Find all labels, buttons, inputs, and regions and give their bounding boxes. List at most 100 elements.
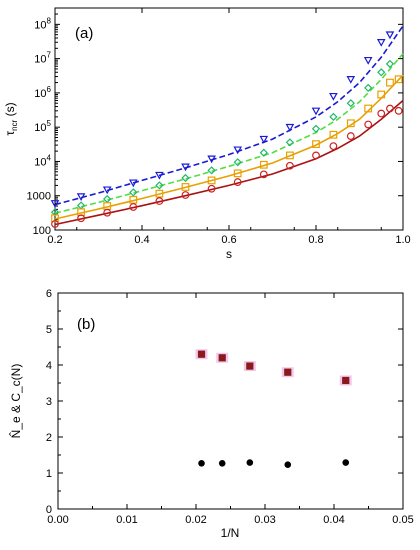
a-point-series-1 <box>181 163 190 172</box>
b-point-series-2 <box>218 459 226 467</box>
a-point-series-1 <box>363 56 373 65</box>
a-y-tick-label: 105 <box>34 119 51 134</box>
panel-a-ticks: 0.2 0.4 0.6 0.8 1.0 100 1000 104 105 106 107 108 <box>27 8 411 246</box>
a-point-series-2 <box>364 83 373 93</box>
a-x-tick-label: 0.8 <box>308 234 323 246</box>
a-point-series-4 <box>259 170 268 179</box>
a-x-tick-label: 0.4 <box>134 234 149 246</box>
b-point-series-2 <box>246 459 254 466</box>
a-point-series-4 <box>77 214 85 223</box>
panel-a-label: (a) <box>75 25 93 42</box>
a-y-tick-label: 108 <box>34 16 51 31</box>
a-point-series-1 <box>50 200 60 208</box>
a-point-series-4 <box>233 178 242 186</box>
a-fit-line-series-1 <box>54 25 404 206</box>
a-point-series-3 <box>394 75 403 84</box>
a-point-series-4 <box>394 106 403 115</box>
panel-a-y-axis-label-unit: (s) <box>3 102 17 119</box>
b-point-series-2 <box>284 461 292 469</box>
a-point-series-4 <box>312 151 320 160</box>
a-point-series-3 <box>312 140 320 149</box>
panel-a-data-points <box>50 31 403 228</box>
b-y-tick-label: 1 <box>46 468 52 480</box>
a-point-series-2 <box>129 188 138 197</box>
a-point-series-1 <box>346 76 356 84</box>
b-y-tick-label: 5 <box>46 324 52 336</box>
a-point-series-4 <box>364 120 373 129</box>
a-point-series-1 <box>128 179 138 188</box>
b-point-series-2 <box>342 459 350 466</box>
a-point-series-1 <box>233 146 243 155</box>
panel-b-x-axis-label: 1/N <box>221 526 240 540</box>
a-point-series-2 <box>207 166 216 175</box>
panel-b-y-axis-label: N̂_e & C_c(N) <box>8 364 23 439</box>
b-point-series-1 <box>342 376 350 385</box>
panel-b-ticks: 0.00 0.01 0.02 0.03 0.04 0.05 0 1 2 3 4 5 6 <box>46 288 414 526</box>
b-y-tick-label: 0 <box>46 504 52 516</box>
a-point-series-4 <box>181 191 190 199</box>
a-point-series-4 <box>51 220 59 228</box>
a-point-series-2 <box>377 68 386 77</box>
a-point-series-3 <box>181 183 190 191</box>
b-x-tick-label: 0.03 <box>254 514 275 526</box>
a-point-series-3 <box>233 169 242 178</box>
a-point-series-1 <box>285 123 295 132</box>
b-x-tick-label: 0.04 <box>323 514 344 526</box>
b-y-tick-label: 3 <box>46 396 52 408</box>
panel-b-data-points <box>195 349 352 469</box>
a-x-tick-label: 0.6 <box>221 234 236 246</box>
a-point-series-3 <box>329 130 338 139</box>
b-point-series-1 <box>246 362 254 370</box>
a-point-series-3 <box>346 119 355 128</box>
panel-a-chart: 0.2 0.4 0.6 0.8 1.0 100 1000 104 105 106 107 108 (a… <box>3 7 411 261</box>
a-point-series-1 <box>207 155 216 164</box>
b-point-series-1 <box>197 350 206 358</box>
b-point-series-1 <box>218 354 226 362</box>
a-point-series-2 <box>385 59 395 69</box>
a-point-series-3 <box>155 189 164 198</box>
a-fit-line-series-2 <box>54 53 404 214</box>
a-point-series-4 <box>386 104 394 113</box>
a-point-series-3 <box>364 104 373 113</box>
panel-a-x-axis-label: s <box>226 247 232 261</box>
b-x-tick-label: 0.05 <box>392 514 413 526</box>
panel-b-label: (b) <box>77 316 95 333</box>
a-point-series-4 <box>377 109 386 118</box>
panel-a-y-axis-label: τncr (s) <box>3 102 19 135</box>
a-point-series-4 <box>155 197 164 205</box>
panel-a-fit-lines <box>54 25 404 226</box>
a-point-series-2 <box>155 181 164 190</box>
a-point-series-2 <box>259 148 268 157</box>
a-x-tick-label: 0.2 <box>47 234 62 246</box>
a-point-series-3 <box>51 214 59 223</box>
a-fit-line-series-3 <box>54 74 404 220</box>
b-y-tick-label: 6 <box>46 288 52 300</box>
a-point-series-2 <box>346 99 355 108</box>
b-x-tick-label: 0.02 <box>185 514 206 526</box>
b-point-series-1 <box>284 368 292 376</box>
a-x-tick-label: 1.0 <box>395 234 410 246</box>
a-y-tick-label: 107 <box>34 51 51 66</box>
a-point-series-2 <box>233 158 242 167</box>
b-point-series-2 <box>198 459 205 467</box>
b-x-tick-label: 0.01 <box>116 514 137 526</box>
b-x-tick-label: 0.00 <box>47 514 68 526</box>
a-point-series-4 <box>207 184 216 193</box>
panel-a-y-axis-label-sub: ncr <box>10 119 19 130</box>
a-point-series-1 <box>311 107 321 116</box>
a-point-series-1 <box>76 193 86 202</box>
a-point-series-4 <box>103 208 112 217</box>
a-point-series-2 <box>311 124 321 133</box>
a-y-tick-label: 106 <box>34 85 51 100</box>
a-point-series-1 <box>155 171 164 180</box>
a-point-series-3 <box>259 160 268 169</box>
a-point-series-3 <box>207 176 216 185</box>
panel-a-y-axis-label-main: τ <box>3 131 17 136</box>
a-point-series-3 <box>377 90 386 99</box>
a-point-series-4 <box>329 142 338 151</box>
b-y-tick-label: 4 <box>46 360 52 372</box>
a-fit-line-series-4 <box>54 99 404 226</box>
a-point-series-4 <box>129 203 138 211</box>
